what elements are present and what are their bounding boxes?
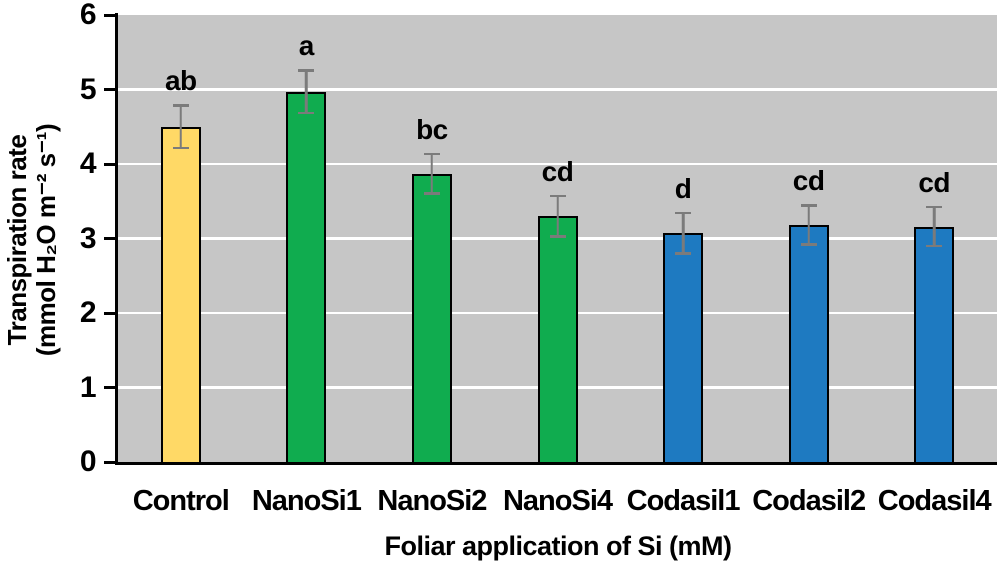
error-bar-cap-top — [423, 152, 440, 156]
error-bar-cap-top — [172, 104, 189, 107]
error-bar — [926, 205, 943, 248]
error-bar-stem — [179, 104, 183, 150]
x-category-label: NanoSi2 — [377, 485, 487, 517]
x-category-label: NanoSi1 — [251, 485, 362, 517]
y-axis-tick — [104, 237, 115, 240]
error-bar-stem — [430, 152, 434, 195]
error-bar-cap-top — [800, 204, 817, 207]
bar — [160, 126, 201, 464]
significance-letter: cd — [541, 155, 574, 187]
x-category-label: Codasil1 — [626, 485, 741, 517]
error-bar-cap-bottom — [675, 252, 692, 255]
significance-letter: cd — [918, 166, 951, 198]
bar — [411, 173, 452, 464]
y-axis-tick — [104, 311, 115, 315]
error-bar — [549, 194, 566, 238]
error-bar — [675, 211, 692, 255]
bar — [537, 216, 578, 464]
y-tick-label: 0 — [79, 445, 97, 478]
error-bar-stem — [681, 211, 685, 255]
bar — [788, 225, 829, 464]
error-bar-cap-bottom — [298, 111, 315, 115]
error-bar — [298, 69, 315, 115]
x-axis-line — [115, 462, 997, 465]
y-axis-line — [115, 13, 118, 465]
bar — [914, 226, 955, 464]
error-bar-stem — [807, 204, 810, 246]
error-bar-cap-bottom — [549, 235, 566, 238]
error-bar-cap-top — [675, 211, 692, 215]
significance-letter: d — [674, 172, 692, 204]
error-bar-stem — [305, 69, 308, 115]
significance-letter: bc — [416, 113, 448, 145]
y-axis-title-line1: Transpiration rate — [2, 134, 32, 346]
x-category-label: NanoSi4 — [502, 485, 613, 517]
y-axis-tick — [104, 460, 115, 464]
y-tick-label: 5 — [79, 72, 97, 106]
error-bar-stem — [556, 194, 559, 238]
error-bar — [800, 204, 817, 246]
y-tick-label: 4 — [79, 147, 97, 180]
error-bar-cap-top — [298, 69, 315, 72]
significance-letter: a — [298, 30, 315, 62]
error-bar-cap-bottom — [926, 244, 943, 248]
y-axis-tick — [104, 386, 115, 389]
error-bar — [172, 104, 189, 150]
y-tick-label: 6 — [79, 0, 97, 31]
error-bar-stem — [932, 205, 936, 248]
bar — [663, 233, 704, 464]
y-tick-label: 1 — [79, 370, 97, 404]
significance-letter: ab — [164, 65, 197, 97]
error-bar — [423, 152, 440, 195]
y-axis-tick — [104, 162, 115, 166]
gridline — [118, 162, 997, 166]
x-axis-title: Foliar application of Si (mM) — [384, 531, 732, 561]
error-bar-cap-top — [926, 205, 943, 209]
x-category-label: Codasil2 — [752, 485, 866, 517]
error-bar-cap-bottom — [423, 192, 440, 195]
bar — [286, 91, 327, 464]
y-axis-tick — [104, 88, 115, 91]
x-category-label: Control — [132, 485, 230, 517]
error-bar-cap-bottom — [172, 146, 189, 150]
error-bar-cap-top — [549, 194, 566, 198]
y-axis-tick — [104, 13, 115, 17]
significance-letter: cd — [792, 165, 825, 197]
x-category-label: Codasil4 — [877, 485, 992, 517]
error-bar-cap-bottom — [800, 243, 817, 246]
y-tick-label: 2 — [79, 296, 97, 329]
y-tick-label: 3 — [79, 221, 97, 255]
gridline — [118, 88, 997, 91]
